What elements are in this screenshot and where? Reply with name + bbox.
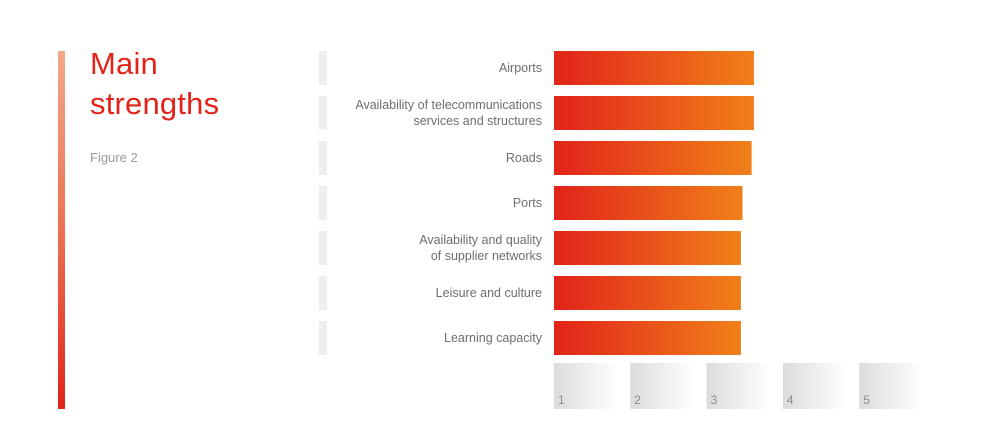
x-tick-block xyxy=(630,363,695,409)
x-tick-block xyxy=(706,363,771,409)
bar-6 xyxy=(554,276,741,310)
category-label: Learning capacity xyxy=(312,321,542,355)
category-label-line: of supplier networks xyxy=(430,249,542,263)
bar-5 xyxy=(554,231,741,265)
category-label-line: Roads xyxy=(505,151,542,165)
category-label-line: Availability of telecommunications xyxy=(355,98,542,112)
x-tick-block xyxy=(859,363,924,409)
x-tick-label: 5 xyxy=(863,393,870,407)
category-label-line: Learning capacity xyxy=(444,331,542,345)
bar-7 xyxy=(554,321,741,355)
category-label: Ports xyxy=(312,186,542,220)
bar-3 xyxy=(554,141,752,175)
category-label: Availability of telecommunications servic… xyxy=(312,96,542,130)
x-tick-block xyxy=(554,363,618,409)
category-label-line: Leisure and culture xyxy=(435,286,542,300)
category-label-line: Airports xyxy=(498,61,542,75)
row-marker xyxy=(319,276,327,310)
category-label: Availability and quality of supplier netw… xyxy=(312,231,542,265)
title-line-2: strengths xyxy=(90,86,220,121)
row-marker xyxy=(319,231,327,265)
category-label-line: Availability and quality xyxy=(419,233,542,247)
category-label: Leisure and culture xyxy=(312,276,542,310)
row-marker xyxy=(319,186,327,220)
category-label-line: services and structures xyxy=(413,114,542,128)
bar-4 xyxy=(554,186,743,220)
x-tick-label: 4 xyxy=(786,393,794,407)
category-label: Airports xyxy=(312,51,542,85)
x-tick-block xyxy=(782,363,847,409)
row-marker xyxy=(319,141,327,175)
x-tick-label: 1 xyxy=(558,393,565,407)
category-label-line: Ports xyxy=(512,196,542,210)
row-marker xyxy=(319,51,327,85)
category-label: Roads xyxy=(312,141,542,175)
bar-1 xyxy=(554,51,754,85)
accent-bar xyxy=(58,51,65,409)
row-marker xyxy=(319,96,327,130)
title-line-1: Main xyxy=(90,46,158,81)
page-title: Main strengths xyxy=(90,44,219,124)
x-tick-label: 3 xyxy=(710,393,718,407)
bar-2 xyxy=(554,96,754,130)
figure-label: Figure 2 xyxy=(90,150,138,165)
row-marker xyxy=(319,321,327,355)
x-tick-label: 2 xyxy=(634,393,641,407)
